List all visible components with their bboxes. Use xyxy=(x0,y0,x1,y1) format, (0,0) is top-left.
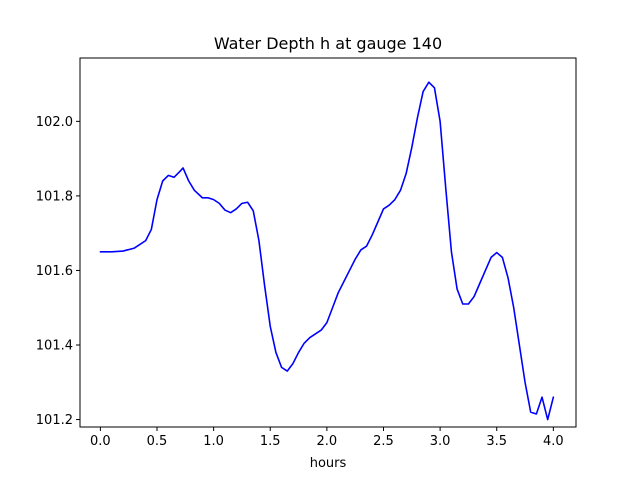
x-axis: 0.0 0.5 1.0 1.5 2.0 2.5 3.0 3.5 4.0 xyxy=(90,427,564,449)
x-tick-label: 4.0 xyxy=(543,434,564,449)
x-axis-label: hours xyxy=(310,456,347,471)
series-line-0 xyxy=(99,81,555,421)
x-tick-label: 0.0 xyxy=(90,434,111,449)
y-axis: 101.2 101.4 101.6 101.8 102.0 xyxy=(36,115,80,428)
chart-title: Water Depth h at gauge 140 xyxy=(214,34,442,53)
y-tick-label: 101.4 xyxy=(36,339,73,354)
x-tick-label: 1.5 xyxy=(260,434,281,449)
x-tick-label: 2.5 xyxy=(373,434,394,449)
x-tick-label: 3.0 xyxy=(430,434,451,449)
plot-area xyxy=(79,57,577,428)
x-tick-label: 0.5 xyxy=(147,434,168,449)
x-tick-label: 3.5 xyxy=(486,434,507,449)
y-tick-label: 101.2 xyxy=(36,413,73,428)
axes-frame xyxy=(79,57,577,428)
y-tick-label: 102.0 xyxy=(36,115,73,130)
y-tick-label: 101.6 xyxy=(36,264,73,279)
x-tick-label: 1.0 xyxy=(203,434,224,449)
y-tick-label: 101.8 xyxy=(36,189,73,204)
x-tick-label: 2.0 xyxy=(317,434,338,449)
